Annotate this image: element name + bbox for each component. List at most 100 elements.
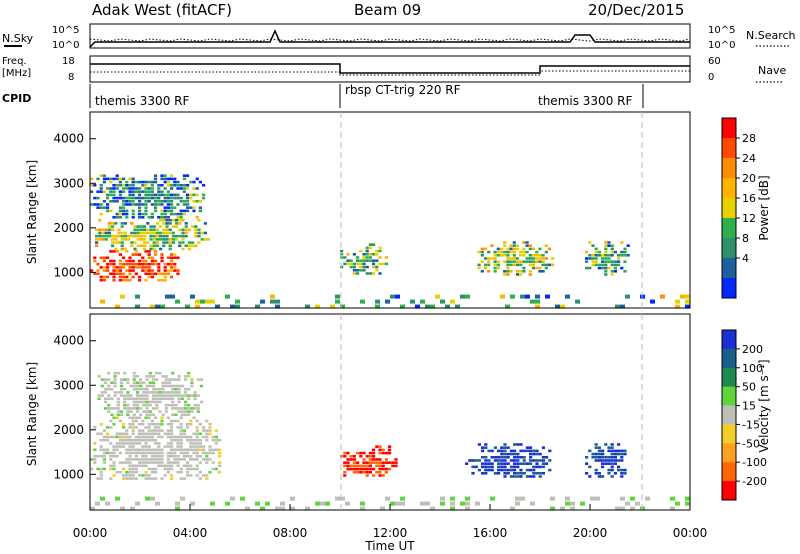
- heatmap-cell: [147, 187, 151, 190]
- heatmap-cell: [356, 259, 360, 262]
- heatmap-cell: [356, 464, 360, 468]
- heatmap-cell: [151, 413, 156, 417]
- heatmap-cell: [163, 206, 167, 209]
- heatmap-cell: [481, 462, 485, 465]
- heatmap-cell: [160, 477, 164, 480]
- heatmap-cell: [190, 378, 194, 381]
- heatmap-cell: [144, 278, 148, 282]
- heatmap-cell: [565, 501, 570, 506]
- heatmap-cell: [305, 304, 310, 309]
- heatmap-cell: [98, 234, 102, 238]
- heatmap-cell: [532, 449, 536, 453]
- heatmap-cell: [544, 257, 548, 260]
- heatmap-cell: [604, 257, 608, 260]
- heatmap-cell: [109, 200, 113, 203]
- heatmap-cell: [360, 506, 365, 511]
- heatmap-cell: [163, 269, 167, 272]
- heatmap-cell: [670, 496, 675, 501]
- heatmap-cell: [164, 375, 168, 378]
- heatmap-cell: [161, 387, 165, 391]
- heatmap-cell: [503, 244, 507, 247]
- heatmap-cell: [190, 384, 194, 388]
- heatmap-cell: [125, 216, 129, 219]
- heatmap-cell: [378, 471, 382, 474]
- heatmap-cell: [182, 184, 186, 187]
- heatmap-cell: [195, 454, 199, 458]
- heatmap-cell: [189, 206, 193, 209]
- heatmap-cell: [113, 375, 117, 378]
- heatmap-cell: [388, 451, 392, 455]
- heatmap-cell: [149, 234, 153, 238]
- heatmap-cell: [141, 212, 145, 216]
- heatmap-cell: [131, 266, 135, 269]
- heatmap-cell: [196, 410, 200, 413]
- heatmap-cell: [131, 275, 135, 279]
- heatmap-cell: [591, 263, 595, 267]
- heatmap-cell: [191, 244, 195, 248]
- heatmap-cell: [340, 496, 345, 501]
- heatmap-cell: [610, 273, 614, 276]
- heatmap-cell: [198, 470, 202, 474]
- heatmap-cell: [157, 203, 161, 206]
- heatmap-cell: [202, 445, 206, 448]
- heatmap-cell: [176, 445, 180, 448]
- heatmap-cell: [118, 432, 122, 436]
- heatmap-cell: [141, 190, 145, 193]
- heatmap-cell: [90, 458, 94, 461]
- heatmap-cell: [174, 384, 178, 388]
- heatmap-cell: [118, 438, 122, 442]
- heatmap-cell: [503, 472, 507, 475]
- heatmap-cell: [144, 470, 148, 474]
- heatmap-cell: [506, 452, 510, 456]
- heatmap-cell: [496, 260, 500, 263]
- heatmap-cell: [515, 260, 520, 263]
- colorbar-tick-label: -200: [742, 475, 767, 488]
- heatmap-cell: [166, 435, 170, 439]
- x-tick-label: 04:00: [173, 526, 208, 540]
- heatmap-cell: [141, 464, 145, 468]
- heatmap-cell: [170, 212, 174, 216]
- heatmap-cell: [187, 394, 191, 397]
- heatmap-cell: [210, 299, 215, 304]
- heatmap-cell: [189, 435, 193, 439]
- heatmap-cell: [477, 266, 481, 270]
- heatmap-cell: [138, 200, 142, 203]
- heatmap-cell: [115, 174, 119, 177]
- heatmap-cell: [675, 299, 680, 304]
- heatmap-cell: [343, 471, 347, 474]
- heatmap-cell: [160, 253, 164, 256]
- heatmap-cell: [147, 438, 151, 442]
- heatmap-cell: [617, 449, 621, 453]
- heatmap-cell: [591, 452, 595, 456]
- heatmap-cell: [260, 506, 265, 511]
- heatmap-cell: [182, 429, 186, 432]
- heatmap-cell: [102, 190, 106, 193]
- heatmap-cell: [99, 187, 103, 190]
- heatmap-cell: [610, 456, 614, 459]
- heatmap-cell: [180, 413, 184, 417]
- heatmap-cell: [623, 468, 627, 472]
- heatmap-cell: [142, 397, 146, 401]
- heatmap-cell: [580, 501, 585, 506]
- heatmap-cell: [290, 496, 295, 501]
- heatmap-cell: [359, 471, 363, 474]
- heatmap-cell: [551, 257, 555, 260]
- heatmap-cell: [362, 471, 366, 474]
- heatmap-cell: [192, 445, 196, 448]
- heatmap-cell: [176, 438, 180, 442]
- heatmap-cell: [525, 260, 529, 263]
- heatmap-cell: [200, 299, 205, 304]
- heatmap-cell: [128, 422, 132, 426]
- heatmap-cell: [148, 403, 152, 407]
- heatmap-cell: [150, 256, 154, 260]
- heatmap-cell: [166, 177, 170, 181]
- heatmap-cell: [487, 468, 491, 472]
- heatmap-cell: [372, 451, 376, 455]
- heatmap-cell: [144, 212, 148, 216]
- heatmap-cell: [118, 442, 122, 445]
- heatmap-cell: [93, 461, 97, 464]
- heatmap-cell: [99, 454, 103, 458]
- heatmap-cell: [144, 474, 148, 477]
